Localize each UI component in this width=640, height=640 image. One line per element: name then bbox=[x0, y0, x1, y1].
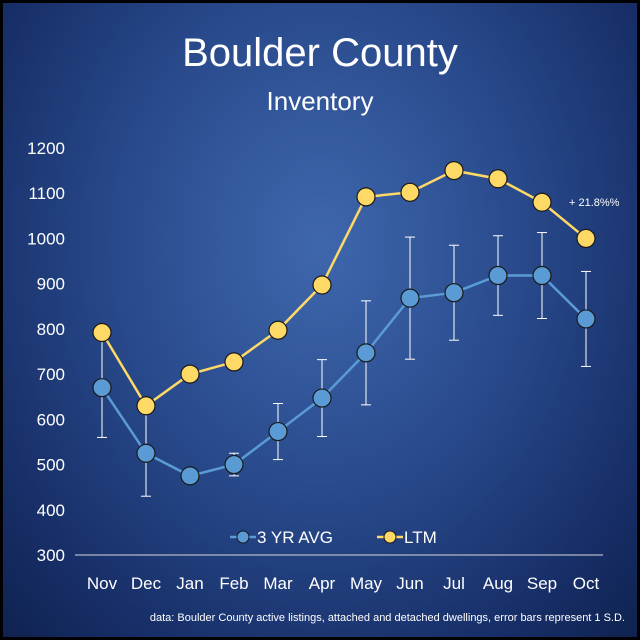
data-point bbox=[532, 192, 552, 212]
legend-label: LTM bbox=[404, 528, 437, 547]
data-point bbox=[92, 322, 112, 343]
data-point bbox=[532, 265, 552, 286]
y-tick-label: 900 bbox=[37, 275, 65, 294]
data-point bbox=[268, 320, 288, 340]
data-point bbox=[136, 396, 156, 416]
x-tick-label: Jun bbox=[396, 574, 423, 593]
x-tick-label: Mar bbox=[263, 574, 293, 593]
series-markers bbox=[92, 161, 596, 486]
y-tick-label: 600 bbox=[37, 410, 65, 429]
x-tick-label: Apr bbox=[309, 574, 336, 593]
legend-swatch-marker bbox=[383, 530, 397, 544]
x-tick-label: Oct bbox=[573, 574, 600, 593]
x-tick-label: Jul bbox=[443, 574, 465, 593]
x-tick-label: May bbox=[350, 574, 383, 593]
chart-title: Boulder County bbox=[182, 31, 458, 75]
x-axis-ticks: Nov Dec Jan Feb Mar Apr May Jun Jul Aug Sep Oct bbox=[87, 574, 600, 593]
data-point bbox=[488, 169, 508, 189]
data-point bbox=[224, 454, 244, 475]
data-point bbox=[312, 388, 332, 408]
chart-frame: Boulder County Inventory 300 400 500 600 700… bbox=[3, 3, 637, 637]
footnote: data: Boulder County active listings, at… bbox=[150, 612, 625, 624]
y-tick-label: 500 bbox=[37, 456, 65, 475]
series-line-1 bbox=[100, 169, 587, 408]
legend-item: LTM bbox=[377, 528, 437, 547]
x-tick-label: Aug bbox=[483, 574, 513, 593]
series-line-0 bbox=[100, 274, 587, 478]
data-point bbox=[576, 309, 596, 329]
legend-label: 3 YR AVG bbox=[257, 528, 333, 547]
y-tick-label: 1000 bbox=[27, 229, 65, 248]
x-tick-label: Sep bbox=[527, 574, 557, 593]
data-point bbox=[180, 466, 200, 486]
error-bars bbox=[97, 232, 591, 497]
data-point bbox=[92, 378, 112, 398]
data-point bbox=[136, 443, 156, 463]
x-tick-label: Dec bbox=[131, 574, 162, 593]
x-tick-label: Nov bbox=[87, 574, 118, 593]
y-tick-label: 800 bbox=[37, 320, 65, 339]
data-point bbox=[224, 352, 244, 372]
y-tick-label: 400 bbox=[37, 501, 65, 520]
legend-swatch-marker bbox=[236, 530, 250, 544]
data-point bbox=[312, 275, 332, 295]
data-point bbox=[488, 265, 508, 286]
data-point bbox=[268, 421, 288, 442]
legend-item: 3 YR AVG bbox=[230, 528, 333, 547]
data-point bbox=[180, 364, 200, 384]
y-tick-label: 1100 bbox=[28, 184, 65, 203]
data-point bbox=[356, 187, 376, 207]
y-tick-label: 300 bbox=[37, 546, 65, 565]
data-point bbox=[356, 343, 376, 363]
chart-subtitle: Inventory bbox=[267, 86, 374, 116]
data-point bbox=[444, 283, 464, 303]
x-tick-label: Jan bbox=[176, 574, 203, 593]
data-point bbox=[444, 161, 464, 181]
chart-canvas: Boulder County Inventory 300 400 500 600 700… bbox=[27, 31, 625, 624]
y-tick-label: 700 bbox=[37, 365, 65, 384]
data-point bbox=[576, 228, 596, 249]
data-point bbox=[400, 288, 420, 308]
x-tick-label: Feb bbox=[219, 574, 248, 593]
y-axis-ticks: 300 400 500 600 700 800 900 1000 1100 1200 bbox=[27, 139, 65, 565]
percent-change-annotation: + 21.8%% bbox=[569, 197, 620, 209]
data-point bbox=[400, 182, 420, 202]
series-lines bbox=[100, 169, 587, 478]
legend: 3 YR AVG LTM bbox=[230, 528, 437, 547]
y-tick-label: 1200 bbox=[27, 139, 65, 158]
